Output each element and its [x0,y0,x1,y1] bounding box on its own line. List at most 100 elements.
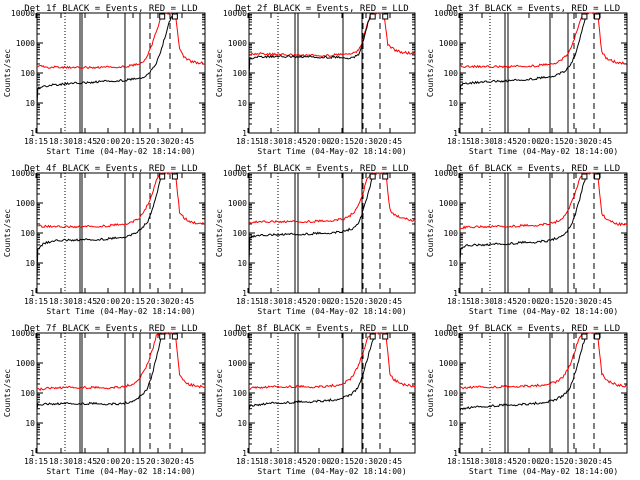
peak-flag-marker [369,173,376,180]
y-tick-label: 100 [233,69,248,78]
peak-flag-marker [171,13,178,20]
peak-flag-marker [382,173,389,180]
lld-series-line [459,331,628,390]
y-tick-label: 1000 [16,359,35,368]
events-series-line [248,332,376,412]
events-series-line [248,12,372,80]
peak-flag-marker [594,13,601,20]
y-tick-label: 10000 [223,329,247,338]
x-tick-label: 20:45 [588,297,612,306]
peak-flag-marker [581,173,588,180]
detector-panel: Det 7f BLACK = Events, RED = LLD 1 10 100 10… [3,324,206,476]
x-tick-label: 20:45 [378,297,402,306]
detector-panel: Det 4f BLACK = Events, RED = LLD 1 10 100 10… [3,164,206,316]
x-tick-label: 20:15 [540,137,564,146]
x-tick-label: 20:15 [121,457,145,466]
x-tick-label: 20:45 [378,137,402,146]
lld-series-line [248,332,416,391]
x-axis-label: Start Time (04-May-02 18:14:00) [257,467,406,476]
x-tick-label: 18:45 [73,457,97,466]
x-tick-label: 18:45 [73,137,97,146]
y-tick-label: 100 [21,69,36,78]
x-tick-label: 18:30 [49,297,73,306]
panel-title: Det 9f BLACK = Events, RED = LLD [447,324,620,334]
y-tick-label: 10000 [434,9,458,18]
panel-title: Det 8f BLACK = Events, RED = LLD [235,324,408,334]
y-tick-label: 100 [444,69,459,78]
peak-flag-marker [159,333,166,340]
x-tick-label: 18:30 [259,297,283,306]
x-axis-label: Start Time (04-May-02 18:14:00) [46,467,195,476]
y-axis-label: Counts/sec [3,49,12,97]
peak-flag-marker [171,173,178,180]
x-axis-label: Start Time (04-May-02 18:14:00) [46,147,195,156]
panel-title: Det 2f BLACK = Events, RED = LLD [235,4,408,14]
x-tick-label: 20:45 [170,297,194,306]
x-axis-label: Start Time (04-May-02 18:14:00) [469,307,618,316]
x-tick-label: 20:45 [170,137,194,146]
y-tick-label: 10000 [11,329,35,338]
x-tick-label: 18:45 [493,137,517,146]
y-tick-label: 1 [453,449,458,458]
x-tick-label: 20:00 [307,297,331,306]
detector-panel: Det 2f BLACK = Events, RED = LLD 1 10 100 10… [215,4,416,156]
y-tick-label: 1000 [16,39,35,48]
y-tick-label: 10000 [223,9,247,18]
peak-flag-marker [581,333,588,340]
x-tick-label: 20:30 [354,297,378,306]
events-series-line [459,332,588,412]
x-tick-label: 20:45 [170,457,194,466]
x-tick-label: 20:00 [307,457,331,466]
y-axis-label: Counts/sec [426,369,435,417]
events-series-line [459,12,588,96]
lld-series-line [36,172,206,229]
y-axis-label: Counts/sec [3,209,12,257]
y-tick-label: 1000 [16,199,35,208]
y-axis-label: Counts/sec [3,369,12,417]
y-tick-label: 10 [25,259,35,268]
y-tick-label: 1000 [439,359,458,368]
y-tick-label: 10000 [434,169,458,178]
x-tick-label: 20:15 [540,457,564,466]
panel-title: Det 1f BLACK = Events, RED = LLD [24,4,197,14]
x-tick-label: 20:15 [121,137,145,146]
events-series-line [36,172,166,280]
y-tick-label: 10000 [434,329,458,338]
lld-series-line [460,172,628,230]
x-axis-label: Start Time (04-May-02 18:14:00) [469,467,618,476]
y-axis-label: Counts/sec [426,209,435,257]
y-tick-label: 10 [237,99,247,108]
x-tick-label: 18:15 [24,457,48,466]
y-tick-label: 100 [233,389,248,398]
peak-flag-marker [382,13,389,20]
y-tick-label: 10 [448,259,458,268]
x-tick-label: 20:00 [517,297,541,306]
y-axis-label: Counts/sec [215,369,224,417]
x-tick-label: 20:30 [146,457,170,466]
events-series-line [36,332,166,409]
plot-frame [459,12,628,134]
detector-panel: Det 9f BLACK = Events, RED = LLD 1 10 100 10… [426,324,628,476]
plot-frame [248,12,416,134]
y-tick-label: 1000 [228,199,247,208]
detector-panel: Det 3f BLACK = Events, RED = LLD 1 10 100 10… [426,4,628,156]
peak-flag-marker [369,13,376,20]
x-axis-label: Start Time (04-May-02 18:14:00) [469,147,618,156]
panel-title: Det 6f BLACK = Events, RED = LLD [447,164,620,174]
x-tick-label: 18:30 [259,457,283,466]
x-tick-label: 18:15 [447,297,471,306]
x-tick-label: 18:45 [283,137,307,146]
y-tick-label: 100 [444,229,459,238]
x-tick-label: 18:15 [447,457,471,466]
detector-panel: Det 8f BLACK = Events, RED = LLD 1 10 100 10… [215,324,416,476]
y-tick-label: 10000 [11,9,35,18]
x-tick-label: 20:30 [354,457,378,466]
x-tick-label: 18:45 [283,457,307,466]
detector-panel: Det 1f BLACK = Events, RED = LLD 1 10 100 10… [3,4,206,156]
y-tick-label: 100 [444,389,459,398]
y-tick-label: 1 [30,289,35,298]
lld-series-line [248,172,416,225]
x-tick-label: 20:00 [517,137,541,146]
events-series-line [248,172,376,267]
x-tick-label: 18:15 [24,137,48,146]
